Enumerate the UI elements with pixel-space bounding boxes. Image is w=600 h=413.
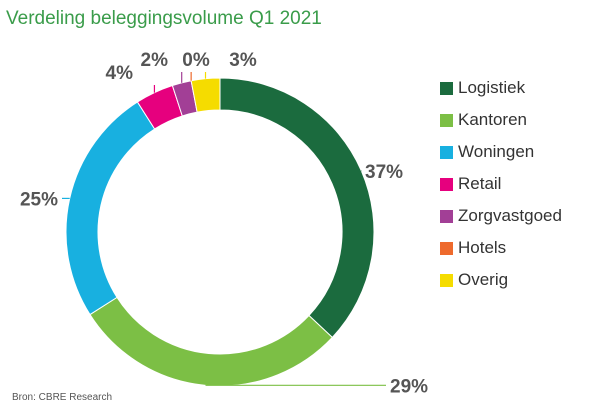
- legend-swatch: [440, 273, 453, 287]
- legend-item-kantoren: Kantoren: [440, 104, 562, 136]
- data-label-zorgvastgoed: 2%: [141, 50, 169, 71]
- legend-swatch: [440, 177, 453, 191]
- data-label-overig: 3%: [229, 50, 257, 71]
- data-label-hotels: 0%: [182, 50, 210, 71]
- legend-swatch: [440, 81, 453, 95]
- legend-swatch: [440, 113, 453, 127]
- legend-label: Woningen: [458, 142, 535, 161]
- legend-item-zorgvastgoed: Zorgvastgoed: [440, 200, 562, 232]
- data-label-woningen: 25%: [20, 189, 58, 210]
- legend-label: Logistiek: [458, 78, 526, 97]
- legend-item-retail: Retail: [440, 168, 562, 200]
- legend-item-logistiek: Logistiek: [440, 72, 562, 104]
- legend-swatch: [440, 145, 453, 159]
- data-label-logistiek: 37%: [365, 162, 403, 183]
- legend: Logistiek Kantoren Woningen Retail Zorgvastg…: [440, 72, 562, 296]
- data-label-retail: 4%: [106, 63, 134, 84]
- legend-label: Overig: [458, 270, 509, 289]
- donut-slice-kantoren: [89, 296, 333, 387]
- legend-item-woningen: Woningen: [440, 136, 562, 168]
- legend-label: Kantoren: [458, 110, 527, 129]
- donut-slice-logistiek: [219, 77, 375, 339]
- legend-label: Zorgvastgoed: [458, 206, 562, 225]
- legend-swatch: [440, 241, 453, 255]
- donut-slice-overig: [190, 77, 221, 113]
- legend-swatch: [440, 209, 453, 223]
- donut-slice-woningen: [65, 101, 156, 316]
- legend-item-overig: Overig: [440, 264, 562, 296]
- legend-label: Hotels: [458, 238, 507, 257]
- legend-item-hotels: Hotels: [440, 232, 562, 264]
- chart-title: Verdeling beleggingsvolume Q1 2021: [6, 8, 322, 29]
- source-note: Bron: CBRE Research: [12, 392, 113, 403]
- data-label-kantoren: 29%: [390, 376, 428, 397]
- legend-label: Retail: [458, 174, 502, 193]
